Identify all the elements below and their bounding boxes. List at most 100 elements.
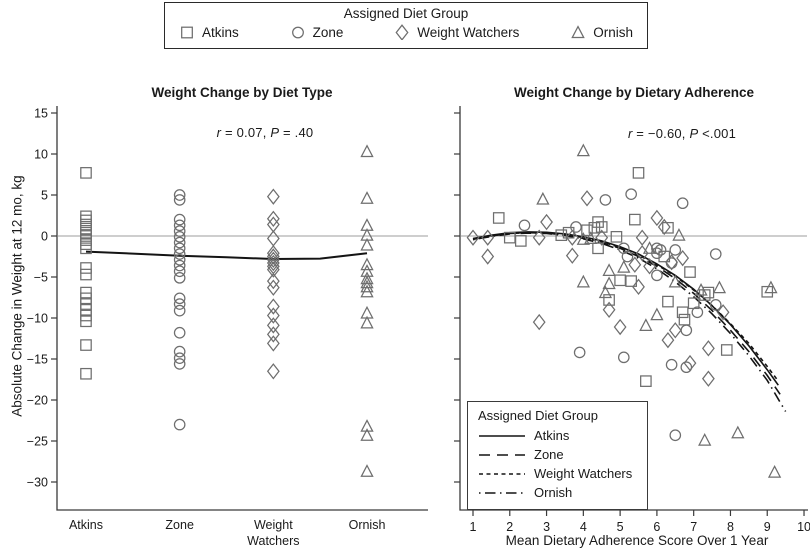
diamond-marker: [266, 307, 280, 324]
right-panel-title: Weight Change by Dietary Adherence: [513, 85, 755, 100]
diet-group-marker-legend: Assigned Diet Group Atkins Zone Weight Wat…: [164, 2, 648, 49]
circle-marker: [173, 265, 186, 278]
square-marker: [761, 285, 774, 298]
category-label: Atkins: [69, 518, 103, 532]
triangle-marker: [617, 259, 631, 273]
circle-marker: [173, 352, 186, 365]
square-marker: [80, 367, 92, 380]
r-symbol: r: [627, 126, 633, 141]
p-symbol: P: [689, 126, 699, 141]
circle-marker: [625, 188, 637, 201]
diamond-marker: [580, 190, 594, 207]
triangle-marker: [602, 276, 616, 290]
diamond-marker: [565, 247, 579, 264]
legend-item-zone: Zone: [290, 24, 343, 40]
circle-marker: [173, 259, 186, 272]
p-symbol: P: [270, 125, 280, 140]
legend-items-row: Atkins Zone Weight Watchers Ornish: [179, 24, 633, 40]
triangle-marker: [576, 143, 590, 157]
square-marker: [80, 315, 92, 328]
diamond-marker: [266, 261, 280, 278]
diamond-marker: [266, 254, 280, 272]
triangle-marker: [360, 271, 374, 285]
circle-marker: [173, 298, 186, 310]
circle-marker: [173, 236, 186, 249]
category-label: Zone: [165, 518, 194, 532]
diamond-marker: [643, 258, 656, 275]
y-tick-label: −30: [27, 475, 48, 489]
circle-marker: [599, 194, 612, 206]
x-tick-label: 3: [543, 520, 550, 534]
square-marker: [662, 221, 674, 234]
fit-curve-long-dash: [472, 231, 781, 395]
triangle-marker: [360, 419, 374, 432]
left-panel-title: Weight Change by Diet Type: [151, 85, 333, 100]
trend-line: [85, 250, 368, 261]
right-axes: [459, 106, 808, 511]
triangle-marker: [767, 464, 782, 478]
diamond-marker: [613, 318, 627, 336]
square-marker: [720, 344, 733, 356]
diamond-marker: [266, 363, 280, 380]
x-tick-label: 2: [506, 520, 513, 534]
fit-curve-dash-dot: [472, 232, 787, 412]
diamond-marker: [266, 326, 280, 343]
y-tick-label: 15: [34, 106, 48, 120]
fit-line-legend-label: Atkins: [534, 428, 570, 443]
category-label: Ornish: [349, 518, 386, 532]
square-marker: [595, 221, 608, 233]
legend-item-label: Weight Watchers: [417, 24, 520, 40]
fit-line-legend-item-atkins: Atkins: [478, 426, 643, 445]
triangle-marker: [694, 282, 708, 296]
diamond-marker: [595, 229, 609, 246]
diamond-marker: [266, 230, 280, 247]
circle-marker: [173, 292, 186, 305]
square-marker: [514, 235, 527, 247]
diamond-marker: [532, 229, 546, 246]
diamond-marker: [635, 229, 649, 246]
square-marker: [80, 210, 92, 223]
fit-line-legend-label: Ornish: [534, 485, 573, 500]
circle-marker: [654, 244, 667, 256]
r-value: = 0.07,: [221, 125, 271, 140]
triangle-marker: [602, 263, 616, 277]
diamond-marker: [266, 272, 280, 290]
square-marker: [181, 26, 193, 39]
square-marker: [503, 231, 516, 244]
circle-marker: [680, 361, 693, 374]
diamond-marker: [650, 209, 664, 227]
circle-icon: [291, 26, 304, 39]
fit-line-legend-item-ornish: Ornish: [478, 483, 643, 502]
x-tick-label: 1: [470, 520, 477, 534]
triangle-marker: [598, 285, 613, 299]
y-tick-label: −25: [27, 434, 48, 448]
diamond-marker: [266, 210, 280, 227]
circle-marker: [617, 351, 630, 364]
triangle-marker: [698, 433, 712, 446]
circle-marker: [173, 253, 186, 266]
circle-marker: [669, 429, 682, 442]
y-tick-label: 10: [34, 147, 48, 161]
square-icon: [181, 26, 193, 39]
right-correlation-annotation: r = −0.60, P <.001: [582, 126, 782, 141]
x-tick-label: 7: [690, 520, 697, 534]
x-tick-label: 8: [727, 520, 734, 534]
x-tick-label: 6: [653, 520, 660, 534]
square-marker: [80, 339, 92, 351]
square-marker: [640, 375, 652, 387]
circle-marker: [173, 248, 186, 260]
fit-line-legend-item-weight-watchers: Weight Watchers: [478, 464, 643, 483]
circle-marker: [173, 225, 186, 237]
legend-item-ornish: Ornish: [570, 24, 633, 40]
square-marker: [629, 213, 641, 226]
legend-item-weight-watchers: Weight Watchers: [394, 24, 519, 40]
triangle-marker: [731, 425, 745, 439]
diamond-marker: [668, 322, 682, 339]
diamond-marker: [266, 298, 280, 315]
square-marker: [581, 224, 593, 237]
legend-item-label: Atkins: [202, 24, 239, 40]
circle-marker: [173, 213, 186, 226]
square-marker: [632, 167, 645, 179]
solid-line-icon: [479, 434, 525, 437]
